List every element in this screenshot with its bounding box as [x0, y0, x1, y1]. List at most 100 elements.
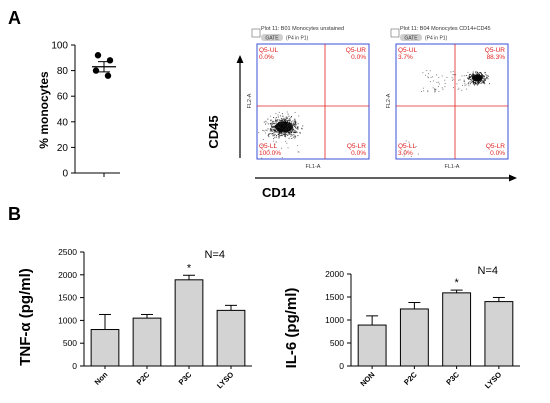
event-dot	[287, 121, 288, 123]
event-dot	[435, 88, 437, 90]
event-dot	[291, 134, 293, 136]
event-dot	[273, 140, 275, 142]
event-dot	[275, 121, 277, 123]
event-dot	[482, 77, 484, 79]
event-dot	[467, 77, 469, 79]
event-dot	[270, 119, 272, 121]
event-dot	[288, 115, 290, 117]
event-dot	[481, 79, 483, 81]
event-dot	[434, 91, 436, 93]
y-tick-label: 100	[51, 41, 68, 52]
event-dot	[295, 136, 297, 138]
event-dot	[283, 117, 285, 119]
gate-text: (P4 in P1)	[425, 36, 448, 42]
event-dot	[296, 128, 298, 130]
tnf-alpha-bar-chart: 0 500 1000 1500 2000 2500 TNF-α (pg/ml) N=4 Non P…	[17, 247, 252, 390]
cd14-arrow-head	[509, 174, 517, 182]
event-dot	[274, 136, 276, 138]
event-dot	[275, 113, 277, 115]
event-dot	[482, 80, 483, 82]
y-tick-label: 500	[63, 338, 77, 348]
bar	[216, 309, 246, 367]
event-dot	[434, 88, 436, 90]
event-dot	[452, 78, 454, 80]
event-dot	[291, 122, 293, 124]
event-dot	[301, 128, 303, 130]
event-dot	[287, 113, 289, 115]
category-label: Non	[93, 370, 110, 387]
il6-bar-chart: 0 500 1000 1500 2000 IL-6 (pg/ml) N=4 NON P2C * P3…	[283, 265, 520, 390]
event-dot	[483, 79, 485, 81]
event-dot	[267, 135, 269, 136]
dot-plot-y-label: % monocytes	[37, 71, 51, 149]
category-label: LYSO	[215, 370, 235, 390]
event-dot	[287, 120, 288, 122]
event-dot	[294, 126, 296, 127]
event-dot	[476, 83, 477, 85]
event-dot	[468, 78, 470, 80]
event-dot	[428, 73, 429, 75]
event-dot	[273, 128, 275, 130]
event-cluster	[258, 111, 304, 159]
event-dot	[268, 123, 270, 125]
event-dot	[294, 125, 296, 127]
event-dot	[480, 72, 482, 74]
event-dot	[297, 135, 299, 137]
event-dot	[272, 135, 274, 137]
flow-plot-frame	[395, 43, 509, 160]
event-dot	[294, 135, 296, 137]
quadrant-ul-name: Q5-UL	[398, 47, 418, 54]
event-dot	[277, 120, 279, 122]
data-point	[104, 72, 112, 79]
event-dot	[295, 131, 297, 133]
event-dot	[471, 76, 473, 78]
event-dot	[278, 135, 280, 137]
data-point	[92, 67, 100, 74]
flow-plot-title: Plot 11: B04 Monocytes CD14+CD45	[400, 26, 491, 32]
event-dot	[266, 130, 268, 132]
event-dot	[441, 87, 443, 89]
event-dot	[270, 133, 272, 135]
event-dot	[278, 132, 280, 134]
event-dot	[441, 75, 443, 77]
event-dot	[438, 77, 440, 79]
bar	[132, 317, 162, 367]
quadrant-ll-name: Q5-LL	[259, 143, 277, 150]
event-dot	[280, 132, 282, 134]
event-dot	[286, 125, 288, 127]
event-dot	[293, 134, 295, 136]
event-dot	[273, 130, 275, 131]
event-dot	[275, 123, 277, 125]
event-dot	[278, 131, 280, 133]
event-dot	[483, 82, 485, 84]
event-dot	[425, 74, 426, 76]
event-dot	[278, 133, 280, 135]
event-dot	[268, 136, 270, 138]
event-dot	[282, 115, 284, 117]
plot-icon	[390, 28, 400, 38]
event-dot	[484, 72, 486, 74]
event-dot	[272, 120, 274, 122]
event-dot	[404, 150, 406, 151]
event-dot	[284, 133, 286, 135]
event-dot	[295, 126, 297, 128]
event-dot	[487, 78, 489, 80]
event-dot	[452, 74, 454, 76]
y-tick-label: 2500	[58, 247, 77, 257]
event-dot	[293, 124, 295, 126]
flow-y-axis-label: FL2-A	[386, 93, 392, 108]
event-dot	[285, 120, 287, 122]
y-tick-label: 20	[57, 143, 69, 154]
event-dot	[472, 71, 474, 73]
event-dot	[276, 136, 278, 138]
event-dot	[294, 123, 296, 125]
event-dot	[405, 140, 407, 142]
event-dot	[281, 119, 283, 121]
flow-y-axis-label: FL2-A	[247, 93, 253, 108]
event-dot	[290, 134, 292, 136]
event-dot	[297, 123, 299, 125]
event-dot	[473, 83, 475, 85]
event-dot	[278, 121, 279, 123]
event-dot	[468, 82, 470, 84]
